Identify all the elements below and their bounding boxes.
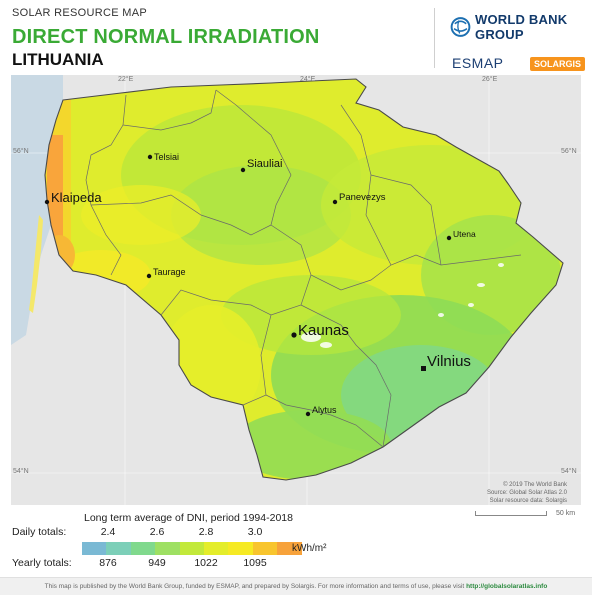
tick-lat-54-right: 54°N xyxy=(561,468,577,475)
globe-icon xyxy=(450,17,471,37)
tick-lon-24-top: 24°E xyxy=(300,76,316,83)
solargis-logo: SOLARGIS xyxy=(530,57,586,71)
tick-lon-22-top: 22°E xyxy=(118,76,134,83)
city-label-telsiai: Telsiai xyxy=(154,152,179,162)
tick-lat-56-left: 56°N xyxy=(13,148,29,155)
city-label-kaunas: Kaunas xyxy=(298,322,349,339)
tick-lat-54-left: 54°N xyxy=(13,468,29,475)
city-marker-kaunas xyxy=(291,332,297,338)
city-label-taurage: Taurage xyxy=(153,267,186,277)
city-label-alytus: Alytus xyxy=(312,405,337,415)
yearly-totals-label: Yearly totals: xyxy=(12,557,72,569)
country-name: LITHUANIA xyxy=(12,50,104,69)
yearly-value-4: 1095 xyxy=(243,557,267,569)
footer: This map is published by the World Bank … xyxy=(0,577,592,595)
city-labels: Telsiai Siauliai Klaipeda Panevezys Uten… xyxy=(51,152,476,415)
color-scale-swatch xyxy=(179,542,204,555)
color-scale-swatch xyxy=(252,542,278,555)
daily-totals-label: Daily totals: xyxy=(12,526,67,538)
color-scale-swatch xyxy=(106,542,131,555)
map-panel: Telsiai Siauliai Klaipeda Panevezys Uten… xyxy=(11,75,581,505)
city-marker-alytus xyxy=(305,411,311,417)
daily-value-2: 2.6 xyxy=(149,526,165,538)
color-scale-swatch xyxy=(82,542,107,555)
city-label-vilnius: Vilnius xyxy=(427,353,471,370)
legend-unit: kWh/m² xyxy=(292,543,327,554)
baltic-sea xyxy=(11,75,63,345)
city-markers xyxy=(44,154,452,417)
color-scale-swatch xyxy=(203,542,229,555)
credit-data: Solar resource data: Solargis xyxy=(489,498,567,504)
credit-source: Source: Global Solar Atlas 2.0 xyxy=(486,490,567,496)
yearly-value-1: 876 xyxy=(99,557,117,569)
color-scale-swatch xyxy=(155,542,180,555)
tick-lon-26-top: 26°E xyxy=(482,76,498,83)
daily-value-1: 2.4 xyxy=(100,526,116,538)
scale-bar-label: 50 km xyxy=(556,510,576,517)
city-label-utena: Utena xyxy=(453,229,476,239)
scale-bar xyxy=(475,511,547,516)
daily-value-3: 2.8 xyxy=(198,526,214,538)
city-label-klaipeda: Klaipeda xyxy=(51,190,102,205)
city-marker-taurage xyxy=(146,273,152,279)
city-marker-vilnius xyxy=(421,366,426,371)
footer-text: This map is published by the World Bank … xyxy=(44,583,465,590)
map-title: DIRECT NORMAL IRRADIATION xyxy=(12,26,320,48)
legend-title: Long term average of DNI, period 1994-20… xyxy=(84,512,293,524)
yearly-value-2: 949 xyxy=(148,557,166,569)
dni-map: Telsiai Siauliai Klaipeda Panevezys Uten… xyxy=(11,75,581,505)
city-marker-siauliai xyxy=(240,167,246,173)
tick-lat-56-right: 56°N xyxy=(561,148,577,155)
map-kicker: SOLAR RESOURCE MAP xyxy=(12,7,147,19)
yearly-value-3: 1022 xyxy=(194,557,218,569)
lakes xyxy=(301,263,504,348)
color-scale-swatch xyxy=(228,542,253,555)
legend: Long term average of DNI, period 1994-20… xyxy=(0,505,592,575)
city-label-siauliai: Siauliai xyxy=(247,158,282,170)
footer-link[interactable]: http://globalsolaratlas.info xyxy=(466,583,548,590)
world-bank-wordmark: WORLD BANK GROUP xyxy=(475,12,568,42)
city-marker-panevezys xyxy=(332,199,338,205)
city-marker-utena xyxy=(446,235,452,241)
world-bank-logo: WORLD BANK GROUP xyxy=(450,12,592,42)
city-marker-telsiai xyxy=(147,154,153,160)
color-scale-swatch xyxy=(130,542,156,555)
color-scale xyxy=(82,542,302,555)
esmap-logo: ESMAP xyxy=(452,55,504,71)
county-boundaries xyxy=(85,89,522,448)
header-divider xyxy=(434,8,435,68)
credit-copyright: © 2019 The World Bank xyxy=(503,482,567,488)
city-marker-klaipeda xyxy=(44,199,50,205)
city-label-panevezys: Panevezys xyxy=(339,192,386,203)
curonian-spit xyxy=(29,215,43,313)
country-border xyxy=(44,78,564,481)
daily-value-4: 3.0 xyxy=(247,526,263,538)
color-scale-swatch xyxy=(277,542,302,555)
header: SOLAR RESOURCE MAP DIRECT NORMAL IRRADIA… xyxy=(0,0,592,72)
